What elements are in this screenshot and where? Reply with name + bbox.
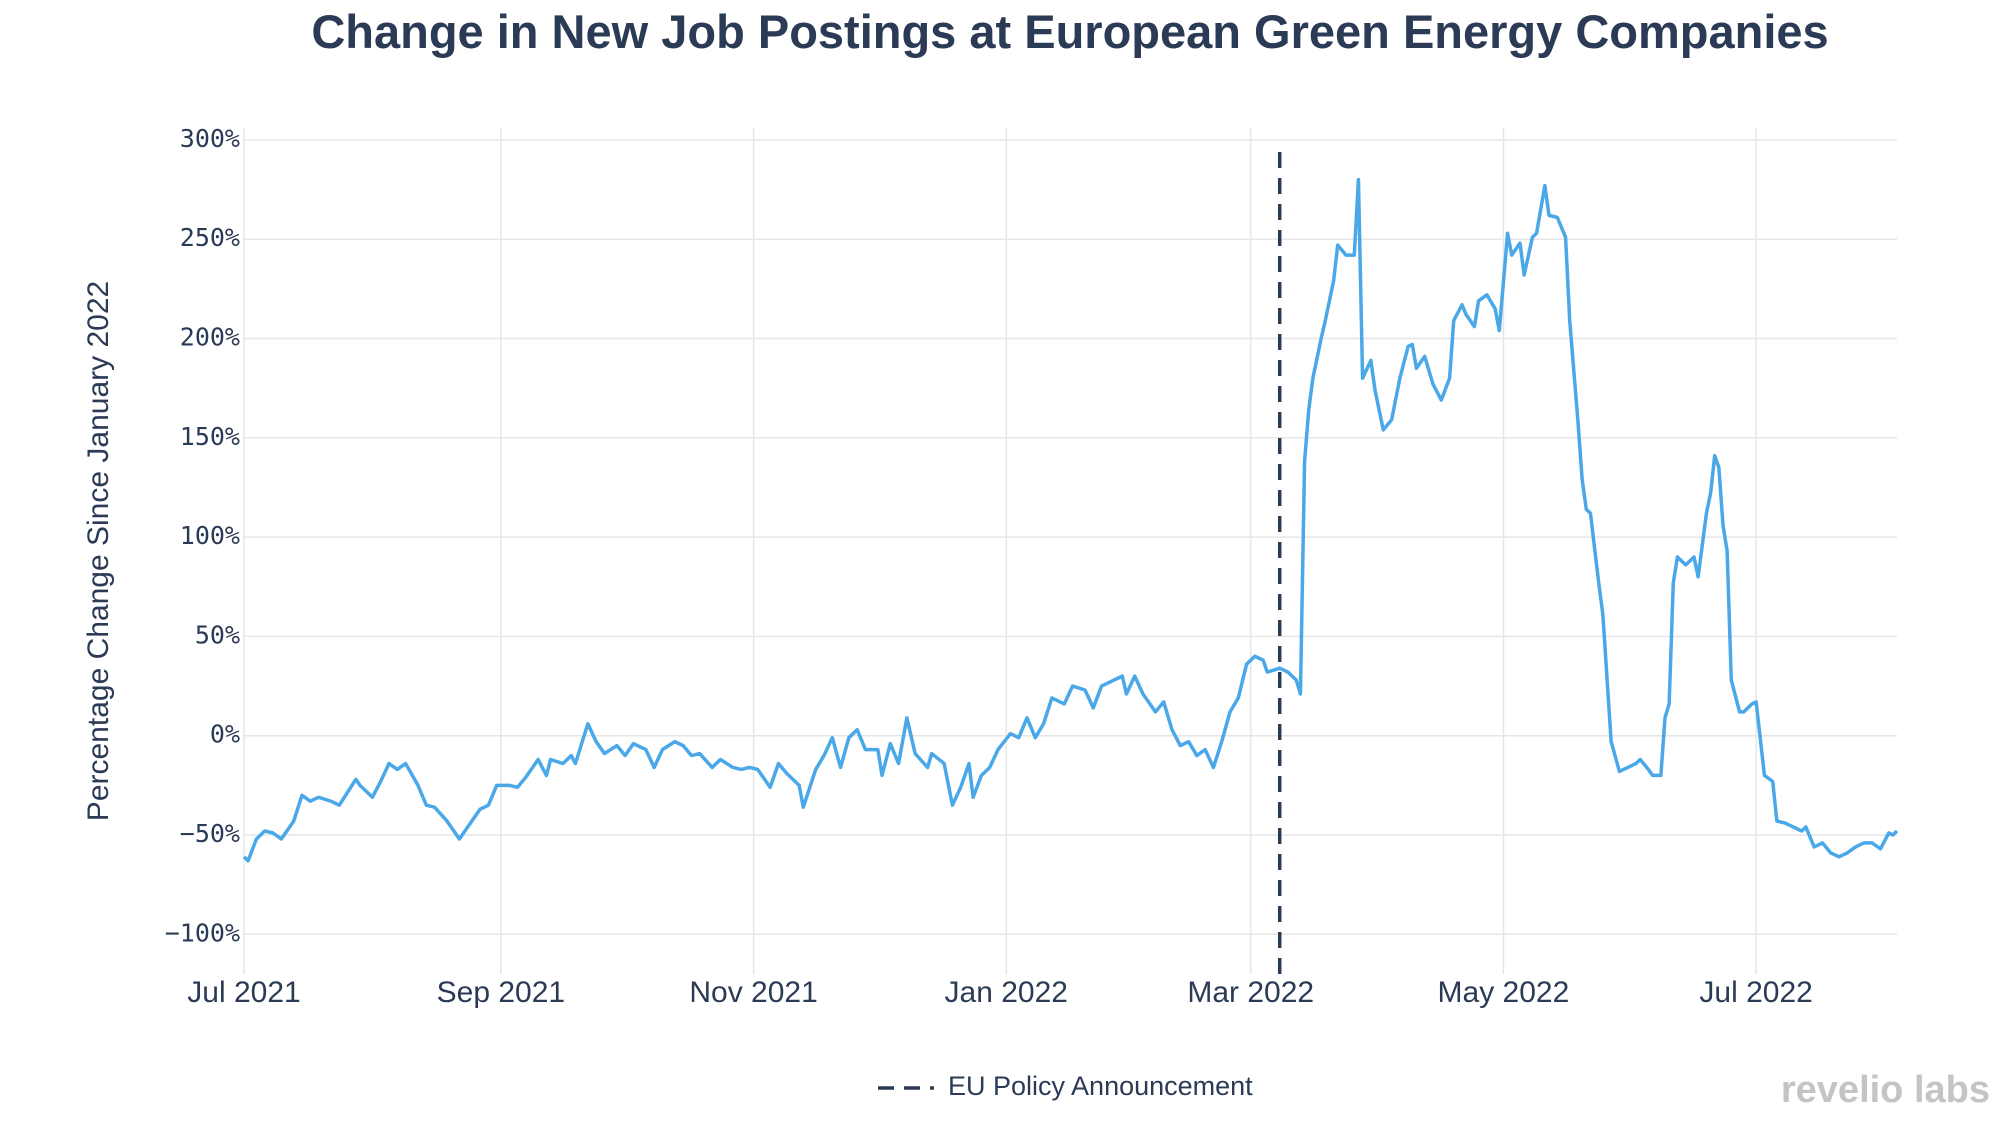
x-tick-label: Sep 2021	[437, 976, 565, 1009]
chart-title: Change in New Job Postings at European G…	[311, 5, 1828, 58]
x-tick-label: Mar 2022	[1187, 976, 1314, 1009]
y-tick-label: 50%	[195, 620, 240, 649]
y-tick-label: 150%	[180, 422, 240, 451]
y-tick-label: 300%	[180, 124, 240, 153]
y-tick-label: 250%	[180, 223, 240, 252]
x-tick-label: Jul 2021	[187, 976, 300, 1009]
watermark: revelio labs	[1781, 1069, 1990, 1111]
data-line	[242, 177, 1899, 863]
y-tick-label: −100%	[165, 918, 240, 947]
x-tick-label: Nov 2021	[689, 976, 817, 1009]
x-tick-label: May 2022	[1438, 976, 1570, 1009]
x-tick-label: Jul 2022	[1699, 976, 1812, 1009]
y-tick-label: 100%	[180, 521, 240, 550]
legend-label: EU Policy Announcement	[948, 1071, 1253, 1101]
y-tick-label: 0%	[210, 720, 240, 749]
y-tick-label: −50%	[180, 819, 240, 848]
y-axis-label: Percentage Change Since January 2022	[82, 281, 115, 821]
y-tick-label: 200%	[180, 323, 240, 352]
x-tick-label: Jan 2022	[945, 976, 1068, 1009]
